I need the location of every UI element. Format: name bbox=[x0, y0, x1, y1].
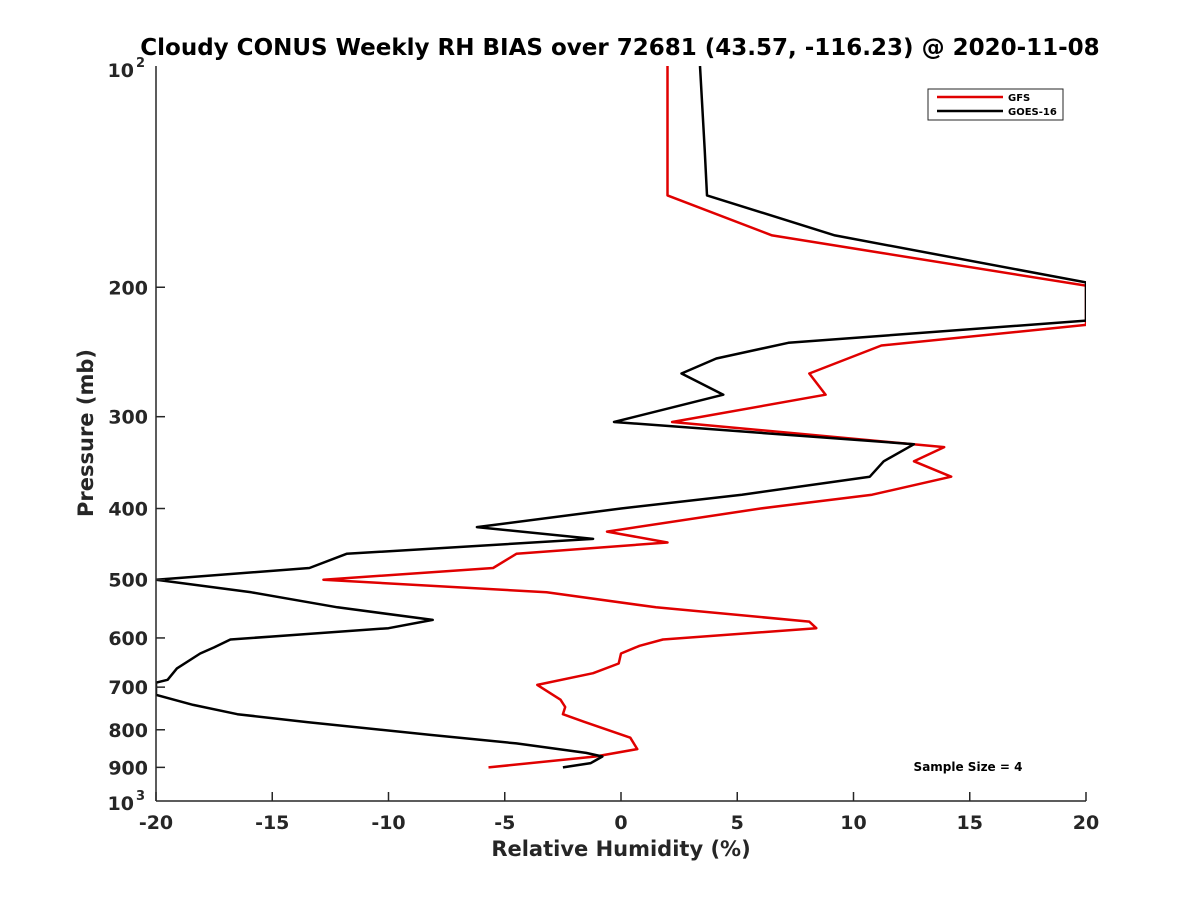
legend-label-goes16: GOES-16 bbox=[1008, 107, 1057, 118]
x-axis-label: Relative Humidity (%) bbox=[491, 837, 750, 861]
chart-title: Cloudy CONUS Weekly RH BIAS over 72681 (… bbox=[140, 35, 1099, 61]
legend-label-gfs: GFS bbox=[1008, 93, 1030, 104]
sample-size-annotation: Sample Size = 4 bbox=[914, 760, 1023, 774]
y-axis-label: Pressure (mb) bbox=[74, 349, 98, 517]
x-tick-label: -15 bbox=[255, 812, 289, 834]
y-tick-label: 600 bbox=[108, 628, 148, 650]
series-line-gfs bbox=[322, 66, 1086, 769]
series-line-goes16 bbox=[156, 66, 1086, 769]
x-tick-label: 15 bbox=[957, 812, 983, 834]
x-axis-ticks: -20 -15 -10 -5 0 5 10 15 20 bbox=[139, 792, 1099, 834]
y-tick-label: 800 bbox=[108, 720, 148, 742]
y-tick-label: 300 bbox=[108, 407, 148, 429]
y-axis-ticks: 200 300 400 500 600 700 800 900 bbox=[108, 277, 165, 779]
svg-text:10: 10 bbox=[108, 60, 134, 82]
legend-box bbox=[927, 88, 1064, 121]
y-tick-label: 700 bbox=[108, 677, 148, 699]
x-tick-label: 5 bbox=[731, 812, 744, 834]
y-tick-label: 900 bbox=[108, 757, 148, 779]
x-tick-label: -5 bbox=[494, 812, 515, 834]
plot-area bbox=[155, 66, 1086, 802]
svg-text:10: 10 bbox=[108, 793, 134, 815]
y-end-label-top: 10 2 bbox=[108, 56, 146, 82]
x-tick-label: -10 bbox=[371, 812, 405, 834]
x-tick-label: 20 bbox=[1073, 812, 1099, 834]
y-tick-label: 400 bbox=[108, 499, 148, 521]
x-tick-label: -20 bbox=[139, 812, 173, 834]
svg-text:2: 2 bbox=[136, 56, 145, 71]
svg-text:3: 3 bbox=[136, 789, 145, 804]
x-tick-label: 0 bbox=[614, 812, 627, 834]
legend: GFS GOES-16 bbox=[927, 88, 1064, 121]
x-tick-label: 10 bbox=[840, 812, 866, 834]
y-end-label-bottom: 10 3 bbox=[108, 789, 146, 815]
y-tick-label: 200 bbox=[108, 277, 148, 299]
y-tick-label: 500 bbox=[108, 570, 148, 592]
